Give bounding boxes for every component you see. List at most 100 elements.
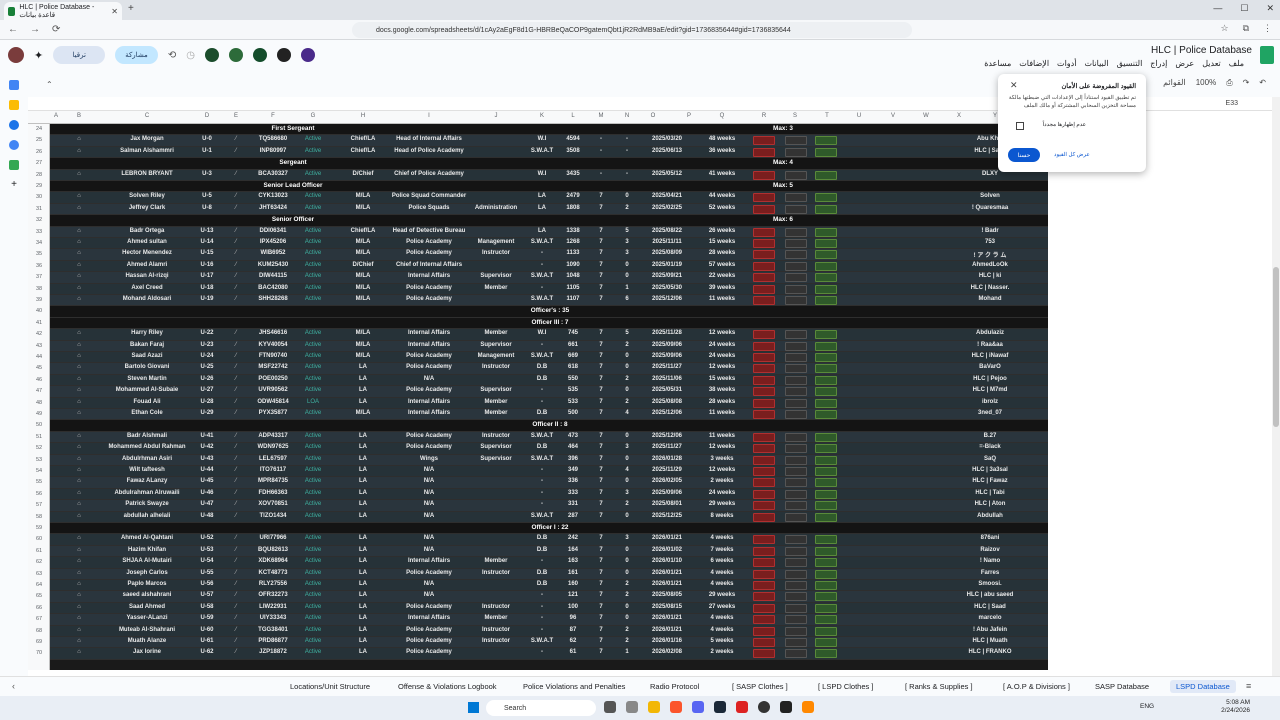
cell-pts[interactable]: 535 — [567, 387, 579, 394]
sheet-tab[interactable]: Offense & Violations Logbook — [398, 682, 497, 691]
cell-discord[interactable]: =-Black — [979, 444, 1001, 451]
steam-icon[interactable] — [714, 701, 726, 713]
cell-id[interactable]: U-52 — [200, 535, 214, 542]
cell-rank[interactable]: LA — [359, 387, 367, 394]
cell-pts[interactable]: 163 — [567, 558, 579, 565]
row-number[interactable]: 55 — [35, 479, 43, 486]
cell-weeks[interactable]: 15 weeks — [708, 375, 736, 382]
scroll-thumb[interactable] — [1273, 267, 1279, 427]
cell-rank[interactable]: LA — [359, 489, 367, 496]
cell-date[interactable]: 2025/09/21 — [651, 273, 683, 280]
cell-unit[interactable]: - — [541, 387, 543, 394]
cell-a[interactable]: 7 — [599, 330, 603, 337]
cell-status[interactable]: Active — [304, 330, 322, 337]
cell-code[interactable]: MPR84735 — [257, 478, 289, 485]
cell-id[interactable]: U-18 — [200, 284, 214, 291]
row-number[interactable]: 45 — [35, 365, 43, 372]
cell-rank[interactable]: LA — [359, 501, 367, 508]
cell-unit[interactable]: D.B — [536, 569, 548, 576]
cell-date[interactable]: 2026/01/16 — [651, 638, 683, 644]
cell-discord[interactable]: Abu Kh... — [976, 136, 1004, 143]
column-header[interactable]: C — [144, 113, 150, 119]
cell-b[interactable]: 2 — [625, 341, 629, 348]
cell-date[interactable]: 2026/01/10 — [651, 558, 683, 565]
cell-weeks[interactable]: 8 weeks — [710, 512, 734, 519]
cell-b[interactable]: 0 — [625, 387, 629, 394]
cell-name[interactable]: Salman Alshammri — [120, 147, 174, 154]
cell-role[interactable]: Instructor — [481, 603, 511, 610]
cell-dept[interactable]: Police Squad Commander — [391, 193, 467, 200]
cell-rank[interactable]: LA — [359, 558, 367, 565]
cell-code[interactable]: CYK13023 — [258, 193, 288, 200]
collaborator-avatar[interactable] — [204, 48, 219, 62]
cell-id[interactable]: U-19 — [200, 296, 214, 302]
file-explorer-icon[interactable] — [648, 701, 660, 713]
cell-name[interactable]: abdullah alhelali — [123, 512, 171, 519]
cell-date[interactable]: 2026/01/21 — [651, 535, 683, 542]
cell-id[interactable]: U-15 — [200, 250, 214, 257]
cell-weeks[interactable]: 38 weeks — [708, 387, 736, 394]
cell-rank[interactable]: LA — [359, 535, 367, 542]
cell-rank[interactable]: Chief/LA — [350, 227, 376, 234]
column-header[interactable]: R — [761, 113, 767, 119]
row-number[interactable]: 26 — [35, 148, 43, 155]
column-header[interactable]: K — [539, 113, 545, 119]
cell-pts[interactable]: 464 — [567, 444, 579, 451]
menu-insert[interactable]: إدراج — [1150, 59, 1168, 68]
row-number[interactable]: 53 — [35, 456, 43, 463]
cell-status[interactable]: Active — [304, 341, 322, 348]
cell-date[interactable]: 2025/05/12 — [651, 170, 683, 177]
cell-discord[interactable]: Abdulaziz — [976, 330, 1004, 337]
cell-date[interactable]: 2025/04/21 — [651, 193, 683, 200]
cell-pts[interactable]: 669 — [567, 353, 579, 359]
keep-icon[interactable] — [9, 100, 19, 110]
cell-b[interactable]: 6 — [625, 296, 629, 302]
cell-dept[interactable]: Police Academy — [406, 284, 452, 291]
column-header[interactable]: F — [271, 113, 275, 119]
cell-status[interactable]: Active — [304, 444, 322, 451]
cell-discord[interactable]: ! Quaresmaa — [971, 204, 1009, 211]
cell-status[interactable]: Active — [304, 239, 322, 245]
cell-id[interactable]: U-16 — [200, 261, 214, 268]
row-number[interactable]: 60 — [35, 536, 43, 543]
column-header[interactable]: V — [890, 113, 896, 119]
row-number[interactable]: 52 — [35, 445, 43, 452]
cell-rank[interactable]: LA — [359, 444, 367, 451]
cell-name[interactable]: Jax Morgan — [130, 136, 164, 143]
cell-date[interactable]: 2025/12/25 — [651, 512, 683, 519]
cell-date[interactable]: 2025/05/31 — [651, 387, 683, 394]
cell-status[interactable]: Active — [304, 455, 322, 462]
section-header-row[interactable]: Senior Officer Max: 6 — [50, 215, 1048, 227]
row-number[interactable]: 37 — [35, 274, 43, 281]
add-addon-icon[interactable]: + — [11, 179, 17, 190]
cell-rank[interactable]: D/Chief — [352, 170, 374, 177]
cell-unit[interactable]: D.B — [536, 546, 548, 553]
cell-discord[interactable]: HLC | ki — [978, 273, 1002, 280]
cell-date[interactable]: 2025/12/06 — [651, 432, 683, 439]
cell-pts[interactable]: 1107 — [566, 296, 580, 302]
menu-format[interactable]: التنسيق — [1116, 59, 1143, 68]
cell-status[interactable]: Active — [304, 592, 322, 599]
cell-role[interactable]: Instructor — [481, 364, 511, 371]
formula-bar[interactable]: E33 — [28, 97, 1280, 111]
cell-a[interactable]: - — [600, 170, 602, 177]
cell-rank[interactable]: M/LA — [355, 353, 371, 359]
cell-pts[interactable]: 121 — [567, 592, 579, 599]
cell-rank[interactable]: LA — [359, 592, 367, 599]
cell-role[interactable]: Member — [484, 284, 508, 291]
cell-weeks[interactable]: 26 weeks — [708, 227, 736, 234]
cell-date[interactable]: 2026/01/28 — [651, 455, 683, 462]
cell-weeks[interactable]: 48 weeks — [708, 136, 736, 143]
row-number[interactable]: 57 — [35, 502, 43, 509]
cell-b[interactable]: 3 — [625, 489, 629, 496]
sheet-tab[interactable]: [ SASP Clothes ] — [732, 682, 788, 691]
menu-extensions[interactable]: الإضافات — [1019, 59, 1050, 68]
cell-date[interactable]: 2025/08/08 — [651, 398, 683, 405]
cell-dept[interactable]: Police Academy — [406, 649, 452, 656]
cell-date[interactable]: 2025/08/09 — [651, 250, 683, 257]
cell-rank[interactable]: M/LA — [355, 341, 371, 348]
cell-discord[interactable]: HLC | Muath — [972, 638, 1008, 644]
cell-id[interactable]: U-25 — [200, 364, 214, 371]
cell-date[interactable]: 2025/12/06 — [651, 296, 683, 302]
cell-weeks[interactable]: 29 weeks — [708, 592, 736, 599]
